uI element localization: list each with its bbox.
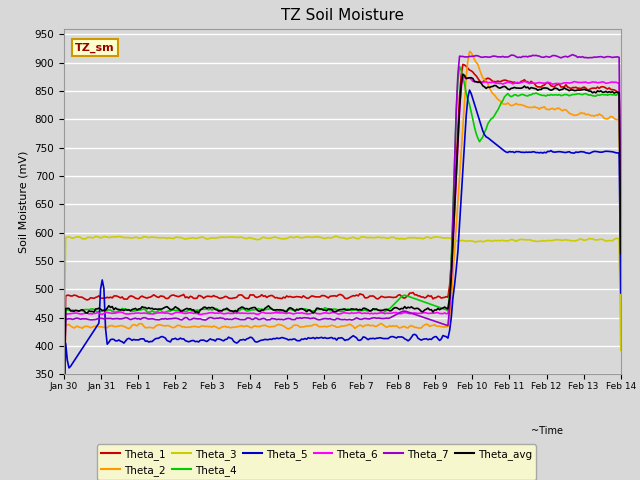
Y-axis label: Soil Moisture (mV): Soil Moisture (mV) [19,150,29,253]
Title: TZ Soil Moisture: TZ Soil Moisture [281,9,404,24]
Text: ~Time: ~Time [531,426,563,436]
Text: TZ_sm: TZ_sm [75,43,115,53]
Legend: Theta_1, Theta_2, Theta_3, Theta_4, Theta_5, Theta_6, Theta_7, Theta_avg: Theta_1, Theta_2, Theta_3, Theta_4, Thet… [97,444,536,480]
